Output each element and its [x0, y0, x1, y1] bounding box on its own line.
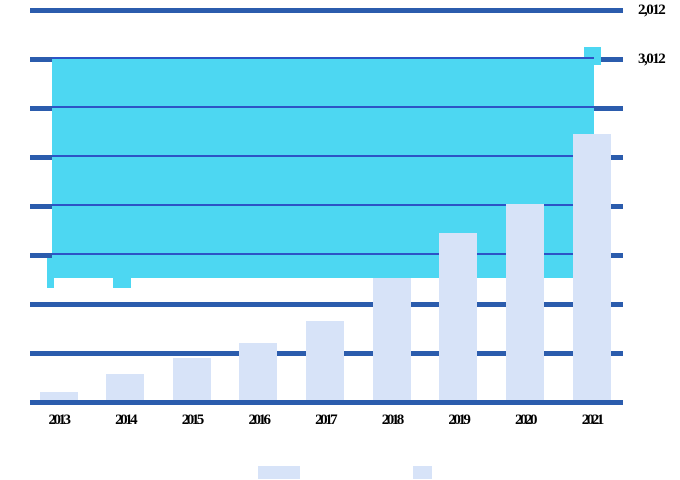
thin-gridline — [52, 155, 594, 157]
right-axis-label: 3,012 — [638, 51, 666, 67]
band-notch — [584, 47, 601, 65]
thin-gridline — [52, 204, 594, 206]
band-notch — [47, 258, 54, 288]
bar — [106, 374, 145, 400]
bar — [306, 321, 345, 400]
gridline — [30, 302, 623, 307]
x-axis-label: 2019 — [448, 412, 471, 428]
bar — [172, 357, 211, 400]
x-axis-label: 2018 — [381, 412, 405, 428]
thin-gridline — [52, 106, 594, 108]
bar — [39, 392, 78, 400]
cyan-band — [52, 57, 594, 279]
thin-gridline — [52, 253, 594, 255]
bar — [439, 232, 478, 400]
band-notch — [113, 278, 131, 288]
x-axis-label: 2013 — [48, 412, 72, 428]
bar — [239, 343, 278, 400]
x-axis-label: 2021 — [581, 412, 605, 428]
x-axis-label: 2020 — [515, 412, 538, 428]
legend-swatch — [413, 466, 432, 479]
bar — [506, 204, 545, 400]
x-axis-label: 2017 — [315, 412, 338, 428]
bar — [572, 133, 611, 400]
x-axis-line — [30, 400, 623, 405]
gridline — [30, 8, 623, 13]
thin-gridline — [52, 57, 594, 59]
x-axis-label: 2015 — [181, 412, 205, 428]
bar — [372, 278, 411, 400]
legend-swatch — [258, 466, 300, 479]
x-axis-label: 2016 — [248, 412, 271, 428]
right-axis-label: 2,012 — [638, 2, 666, 18]
x-axis-label: 2014 — [115, 412, 138, 428]
